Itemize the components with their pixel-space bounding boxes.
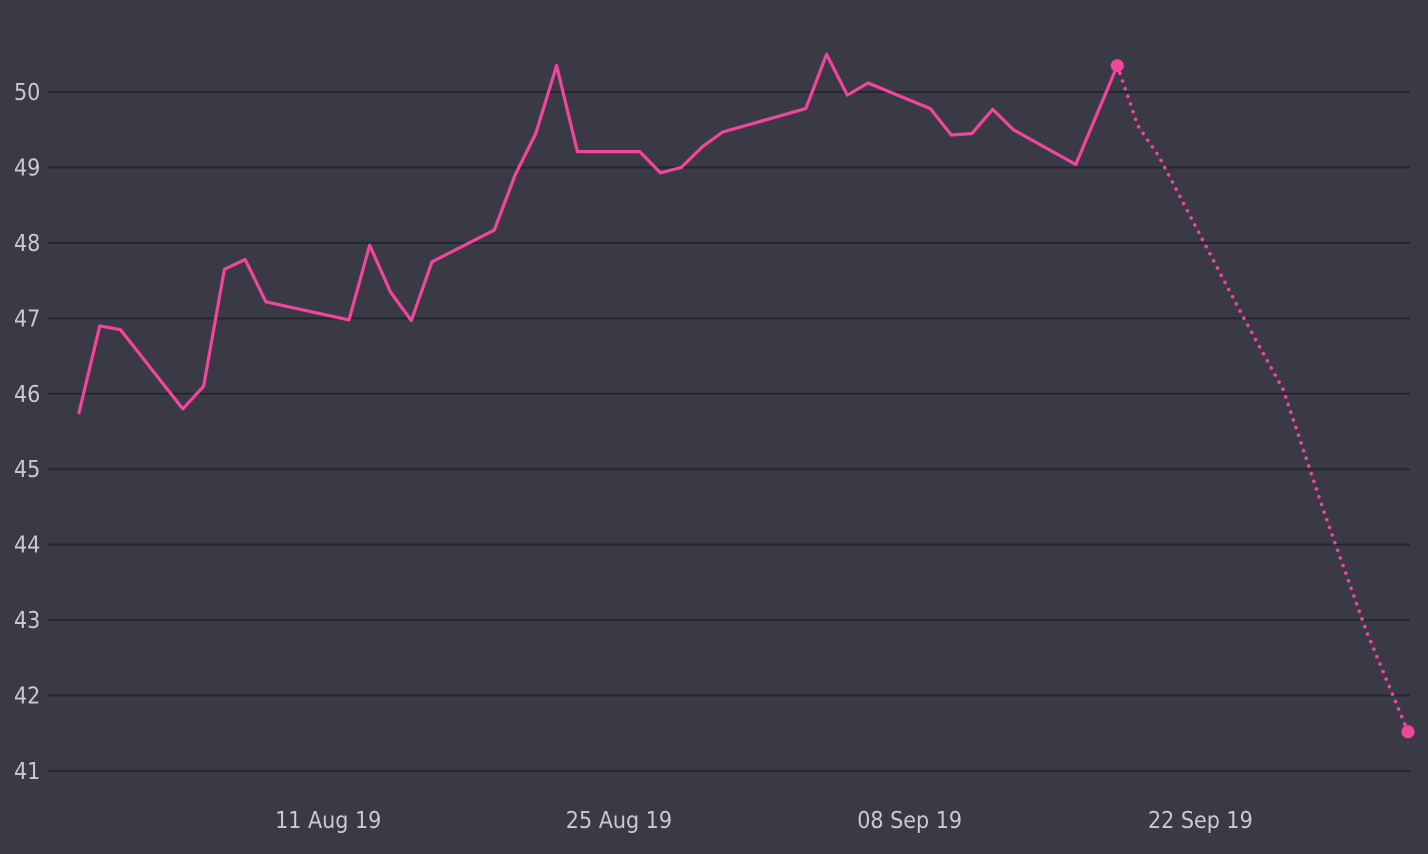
series-marker-start <box>1110 59 1124 73</box>
x-tick-label-2: 08 Sep 19 <box>857 808 962 834</box>
y-tick-label-44: 44 <box>14 533 40 559</box>
y-tick-label-48: 48 <box>14 231 40 257</box>
y-tick-label-45: 45 <box>14 457 40 483</box>
series-line-solid <box>77 52 1119 415</box>
y-tick-label-41: 41 <box>14 759 40 785</box>
y-tick-label-43: 43 <box>14 608 40 634</box>
series-line-dotted <box>1115 63 1410 734</box>
y-tick-label-50: 50 <box>14 80 40 106</box>
grid-lines <box>48 91 1410 772</box>
series-marker-end <box>1401 725 1415 739</box>
x-tick-label-0: 11 Aug 19 <box>275 808 381 834</box>
x-tick-label-3: 22 Sep 19 <box>1148 808 1253 834</box>
x-axis-ticks: 11 Aug 19 25 Aug 19 08 Sep 19 22 Sep 19 <box>275 808 1253 834</box>
y-axis-ticks: 41 42 43 44 45 46 47 48 49 50 <box>14 80 40 785</box>
y-tick-label-47: 47 <box>14 306 40 332</box>
y-tick-label-42: 42 <box>14 684 40 710</box>
y-tick-label-46: 46 <box>14 382 40 408</box>
series-lines <box>77 52 1410 734</box>
x-tick-label-1: 25 Aug 19 <box>566 808 672 834</box>
series-markers <box>1110 59 1415 739</box>
y-tick-label-49: 49 <box>14 155 40 181</box>
